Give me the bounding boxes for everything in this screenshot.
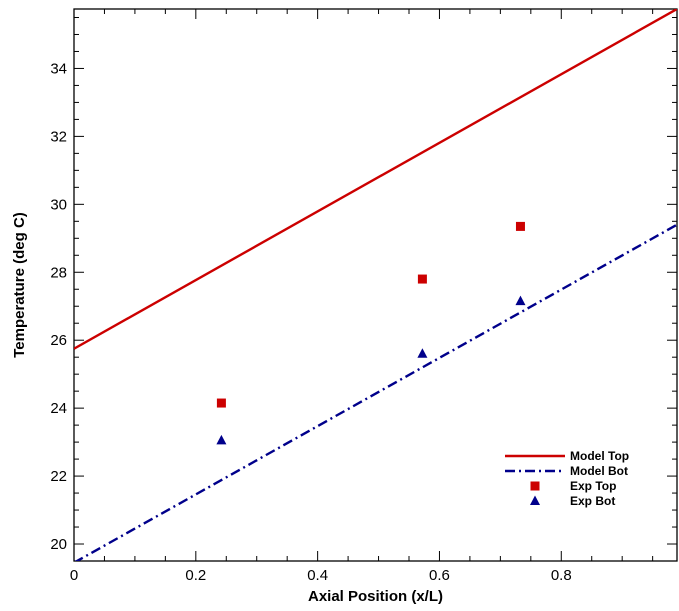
series-line-model-top [74,9,677,350]
y-tick-label: 30 [50,196,67,213]
y-tick-label: 32 [50,128,67,145]
y-tick-label: 22 [50,468,67,485]
plot-frame [73,8,678,562]
y-tick-label: 20 [50,536,67,553]
legend-label-model-bot: Model Bot [570,464,628,478]
y-tick-label: 28 [50,264,67,281]
axis-ticks [73,9,677,562]
series-layer [74,9,677,561]
y-tick-label: 26 [50,332,67,349]
legend-swatch-exp-bot [530,495,540,505]
x-tick-label: 0 [70,567,78,584]
y-tick-label: 24 [50,400,67,417]
legend-swatch-exp-top [530,481,540,491]
x-tick-label: 0.4 [307,567,328,584]
data-point-exp-bot [417,348,428,358]
data-point-exp-bot [515,295,526,306]
data-point-exp-top [515,221,525,231]
x-tick-label: 0.6 [429,567,450,584]
series-line-model-bot [74,223,677,561]
plot-border [73,8,678,562]
legend-label-model-top: Model Top [570,449,629,463]
legend-label-exp-top: Exp Top [570,479,616,493]
data-point-exp-top [417,274,427,284]
x-tick-label: 0.2 [185,567,206,584]
legend-label-exp-bot: Exp Bot [570,494,615,508]
x-axis-title: Axial Position (x/L) [308,588,443,605]
y-tick-label: 34 [50,60,67,77]
tick-labels: 0 0.2 0.4 0.6 0.8 20 22 24 26 28 30 32 34 [50,60,571,584]
data-point-exp-bot [216,434,227,445]
y-axis-title: Temperature (deg C) [11,212,28,358]
x-tick-label: 0.8 [551,567,572,584]
data-point-exp-top [216,398,226,408]
